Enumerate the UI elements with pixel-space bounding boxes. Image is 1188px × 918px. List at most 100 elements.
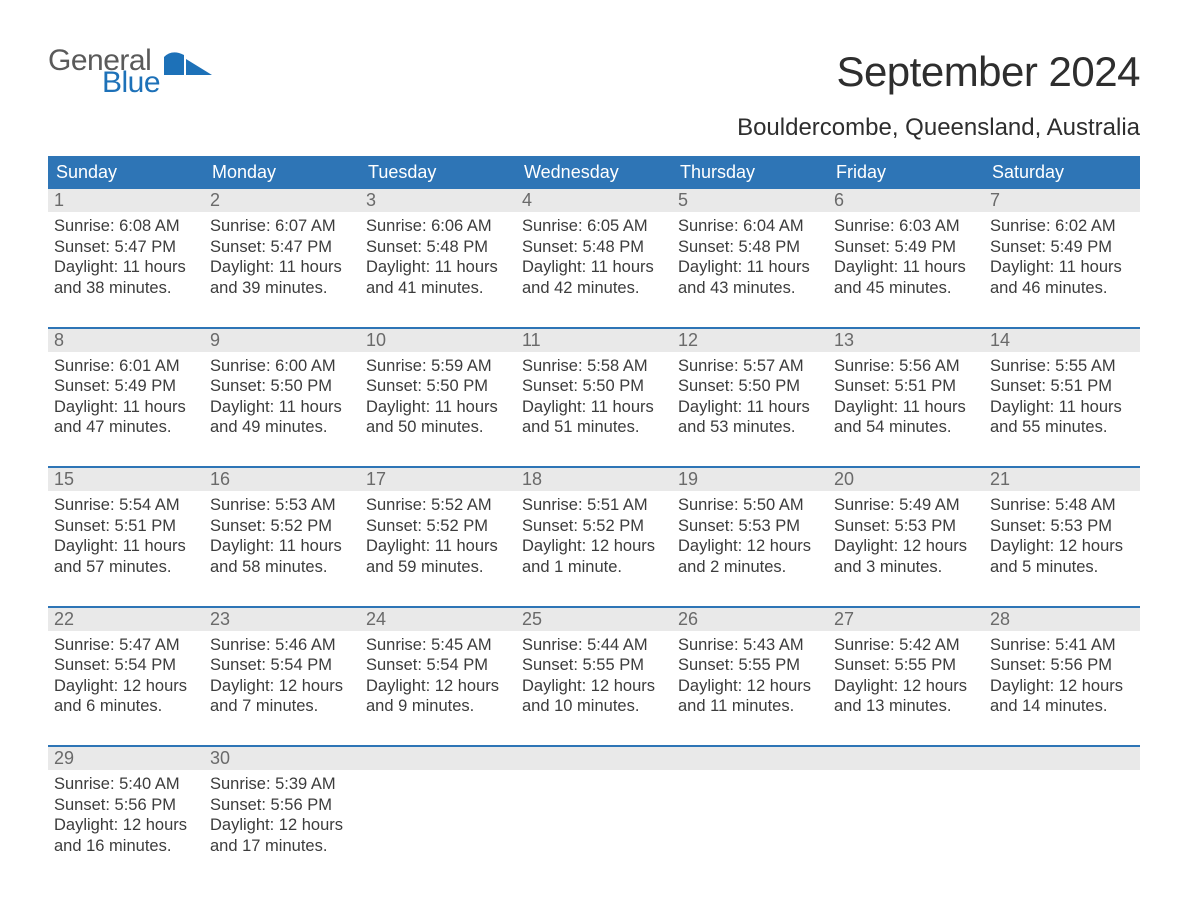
day-sunset: Sunset: 5:51 PM [834, 376, 978, 397]
day-day1: Daylight: 12 hours [834, 676, 978, 697]
day-number: 24 [360, 608, 516, 631]
daynum-row: 891011121314 [48, 327, 1140, 352]
day-sunrise: Sunrise: 5:58 AM [522, 356, 666, 377]
day-number: 9 [204, 329, 360, 352]
weekday-header: Tuesday [360, 156, 516, 189]
day-day1: Daylight: 11 hours [834, 257, 978, 278]
daybody-row: Sunrise: 6:08 AMSunset: 5:47 PMDaylight:… [48, 212, 1140, 327]
day-cell: Sunrise: 5:50 AMSunset: 5:53 PMDaylight:… [672, 491, 828, 606]
day-sunrise: Sunrise: 5:41 AM [990, 635, 1134, 656]
day-day2: and 10 minutes. [522, 696, 666, 717]
day-number: 13 [828, 329, 984, 352]
day-sunset: Sunset: 5:54 PM [366, 655, 510, 676]
day-day2: and 17 minutes. [210, 836, 354, 857]
calendar-week: 1234567Sunrise: 6:08 AMSunset: 5:47 PMDa… [48, 189, 1140, 327]
day-sunrise: Sunrise: 5:49 AM [834, 495, 978, 516]
day-day1: Daylight: 11 hours [522, 397, 666, 418]
day-sunrise: Sunrise: 5:55 AM [990, 356, 1134, 377]
day-sunset: Sunset: 5:55 PM [678, 655, 822, 676]
weekday-header: Wednesday [516, 156, 672, 189]
day-day2: and 38 minutes. [54, 278, 198, 299]
day-sunrise: Sunrise: 5:46 AM [210, 635, 354, 656]
day-cell [984, 770, 1140, 885]
day-sunset: Sunset: 5:56 PM [990, 655, 1134, 676]
day-sunset: Sunset: 5:52 PM [366, 516, 510, 537]
day-sunrise: Sunrise: 5:47 AM [54, 635, 198, 656]
daynum-row: 2930 [48, 745, 1140, 770]
daynum-row: 22232425262728 [48, 606, 1140, 631]
day-day1: Daylight: 12 hours [678, 676, 822, 697]
day-day2: and 59 minutes. [366, 557, 510, 578]
day-day1: Daylight: 12 hours [366, 676, 510, 697]
day-sunrise: Sunrise: 5:59 AM [366, 356, 510, 377]
calendar-week: 22232425262728Sunrise: 5:47 AMSunset: 5:… [48, 606, 1140, 746]
day-cell: Sunrise: 5:57 AMSunset: 5:50 PMDaylight:… [672, 352, 828, 467]
day-sunset: Sunset: 5:48 PM [522, 237, 666, 258]
day-day2: and 2 minutes. [678, 557, 822, 578]
calendar-week: 891011121314Sunrise: 6:01 AMSunset: 5:49… [48, 327, 1140, 467]
day-day1: Daylight: 11 hours [366, 397, 510, 418]
day-sunset: Sunset: 5:54 PM [210, 655, 354, 676]
title-block: September 2024 Bouldercombe, Queensland,… [737, 48, 1140, 152]
page-title: September 2024 [737, 48, 1140, 96]
day-cell: Sunrise: 6:03 AMSunset: 5:49 PMDaylight:… [828, 212, 984, 327]
day-sunset: Sunset: 5:49 PM [834, 237, 978, 258]
day-cell: Sunrise: 5:52 AMSunset: 5:52 PMDaylight:… [360, 491, 516, 606]
day-number: 15 [48, 468, 204, 491]
day-day1: Daylight: 12 hours [522, 536, 666, 557]
day-day1: Daylight: 12 hours [990, 536, 1134, 557]
day-day1: Daylight: 11 hours [678, 397, 822, 418]
day-day2: and 49 minutes. [210, 417, 354, 438]
day-day1: Daylight: 12 hours [54, 815, 198, 836]
day-day1: Daylight: 12 hours [522, 676, 666, 697]
day-day2: and 7 minutes. [210, 696, 354, 717]
day-sunset: Sunset: 5:52 PM [522, 516, 666, 537]
day-cell: Sunrise: 5:49 AMSunset: 5:53 PMDaylight:… [828, 491, 984, 606]
day-cell: Sunrise: 5:47 AMSunset: 5:54 PMDaylight:… [48, 631, 204, 746]
day-number [672, 747, 828, 770]
day-sunrise: Sunrise: 5:48 AM [990, 495, 1134, 516]
day-day2: and 9 minutes. [366, 696, 510, 717]
day-sunset: Sunset: 5:53 PM [990, 516, 1134, 537]
day-number: 18 [516, 468, 672, 491]
day-day2: and 5 minutes. [990, 557, 1134, 578]
day-sunset: Sunset: 5:53 PM [678, 516, 822, 537]
day-sunset: Sunset: 5:52 PM [210, 516, 354, 537]
day-cell: Sunrise: 5:58 AMSunset: 5:50 PMDaylight:… [516, 352, 672, 467]
day-sunset: Sunset: 5:56 PM [210, 795, 354, 816]
day-day1: Daylight: 11 hours [834, 397, 978, 418]
day-day1: Daylight: 11 hours [990, 257, 1134, 278]
day-day1: Daylight: 11 hours [210, 397, 354, 418]
day-cell: Sunrise: 5:55 AMSunset: 5:51 PMDaylight:… [984, 352, 1140, 467]
day-sunset: Sunset: 5:50 PM [366, 376, 510, 397]
day-number: 7 [984, 189, 1140, 212]
day-cell: Sunrise: 5:45 AMSunset: 5:54 PMDaylight:… [360, 631, 516, 746]
day-sunset: Sunset: 5:47 PM [54, 237, 198, 258]
day-day2: and 16 minutes. [54, 836, 198, 857]
day-number [360, 747, 516, 770]
day-cell: Sunrise: 5:39 AMSunset: 5:56 PMDaylight:… [204, 770, 360, 885]
day-number: 4 [516, 189, 672, 212]
day-sunrise: Sunrise: 5:44 AM [522, 635, 666, 656]
day-number: 25 [516, 608, 672, 631]
day-cell: Sunrise: 6:00 AMSunset: 5:50 PMDaylight:… [204, 352, 360, 467]
day-cell: Sunrise: 5:40 AMSunset: 5:56 PMDaylight:… [48, 770, 204, 885]
day-sunset: Sunset: 5:51 PM [54, 516, 198, 537]
day-day1: Daylight: 11 hours [54, 397, 198, 418]
day-number: 1 [48, 189, 204, 212]
day-day2: and 11 minutes. [678, 696, 822, 717]
day-sunset: Sunset: 5:49 PM [990, 237, 1134, 258]
day-number: 8 [48, 329, 204, 352]
day-day2: and 50 minutes. [366, 417, 510, 438]
day-day2: and 57 minutes. [54, 557, 198, 578]
weekday-header: Thursday [672, 156, 828, 189]
day-sunrise: Sunrise: 5:39 AM [210, 774, 354, 795]
day-cell: Sunrise: 5:41 AMSunset: 5:56 PMDaylight:… [984, 631, 1140, 746]
calendar-week: 15161718192021Sunrise: 5:54 AMSunset: 5:… [48, 466, 1140, 606]
header: General Blue September 2024 Bouldercombe… [48, 48, 1140, 152]
daynum-row: 15161718192021 [48, 466, 1140, 491]
brand-text: General Blue [48, 48, 160, 95]
day-number: 30 [204, 747, 360, 770]
day-number [984, 747, 1140, 770]
day-day1: Daylight: 11 hours [522, 257, 666, 278]
